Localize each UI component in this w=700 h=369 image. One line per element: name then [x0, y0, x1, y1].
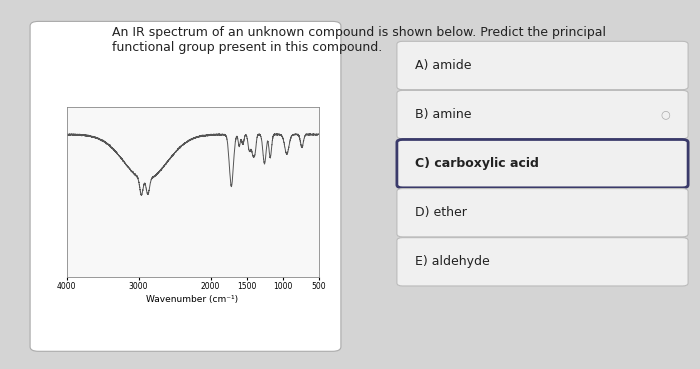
- X-axis label: Wavenumber (cm⁻¹): Wavenumber (cm⁻¹): [146, 296, 239, 304]
- Text: D) ether: D) ether: [415, 206, 467, 219]
- Text: B) amine: B) amine: [415, 108, 472, 121]
- Text: A) amide: A) amide: [415, 59, 472, 72]
- Text: ○: ○: [660, 110, 670, 120]
- Text: E) aldehyde: E) aldehyde: [415, 255, 490, 268]
- Text: C) carboxylic acid: C) carboxylic acid: [415, 157, 539, 170]
- Text: An IR spectrum of an unknown compound is shown below. Predict the principal
func: An IR spectrum of an unknown compound is…: [112, 26, 606, 54]
